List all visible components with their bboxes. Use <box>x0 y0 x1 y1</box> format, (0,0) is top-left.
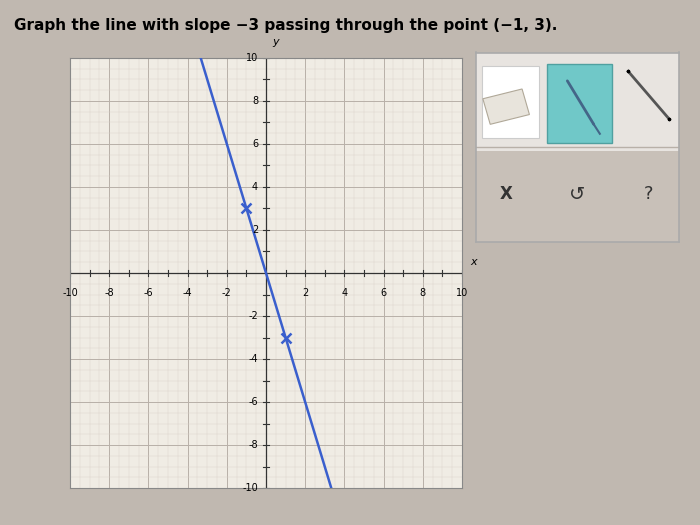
Text: -2: -2 <box>248 311 258 321</box>
Text: -2: -2 <box>222 288 232 298</box>
Bar <box>476 151 679 242</box>
Text: -6: -6 <box>248 397 258 407</box>
Bar <box>547 64 612 143</box>
Text: ↺: ↺ <box>569 185 586 204</box>
Text: 8: 8 <box>420 288 426 298</box>
Text: 8: 8 <box>252 96 258 106</box>
Text: -4: -4 <box>183 288 193 298</box>
Text: -8: -8 <box>104 288 114 298</box>
Text: 4: 4 <box>252 182 258 192</box>
Text: -4: -4 <box>248 354 258 364</box>
Text: -6: -6 <box>144 288 153 298</box>
Text: Graph the line with slope −3 passing through the point (−1, 3).: Graph the line with slope −3 passing thr… <box>14 18 557 34</box>
Text: -8: -8 <box>248 440 258 450</box>
Bar <box>482 66 539 138</box>
Text: 4: 4 <box>342 288 347 298</box>
Text: 10: 10 <box>246 52 258 63</box>
Text: y: y <box>272 37 279 47</box>
Bar <box>483 89 529 124</box>
Text: -10: -10 <box>242 483 258 493</box>
Text: 6: 6 <box>252 139 258 149</box>
Text: X: X <box>500 185 513 203</box>
Text: ?: ? <box>644 185 653 203</box>
Text: x: x <box>470 257 477 267</box>
Text: 6: 6 <box>381 288 386 298</box>
Text: 2: 2 <box>302 288 308 298</box>
Text: 10: 10 <box>456 288 468 298</box>
Text: -10: -10 <box>62 288 78 298</box>
Text: 2: 2 <box>252 225 258 235</box>
